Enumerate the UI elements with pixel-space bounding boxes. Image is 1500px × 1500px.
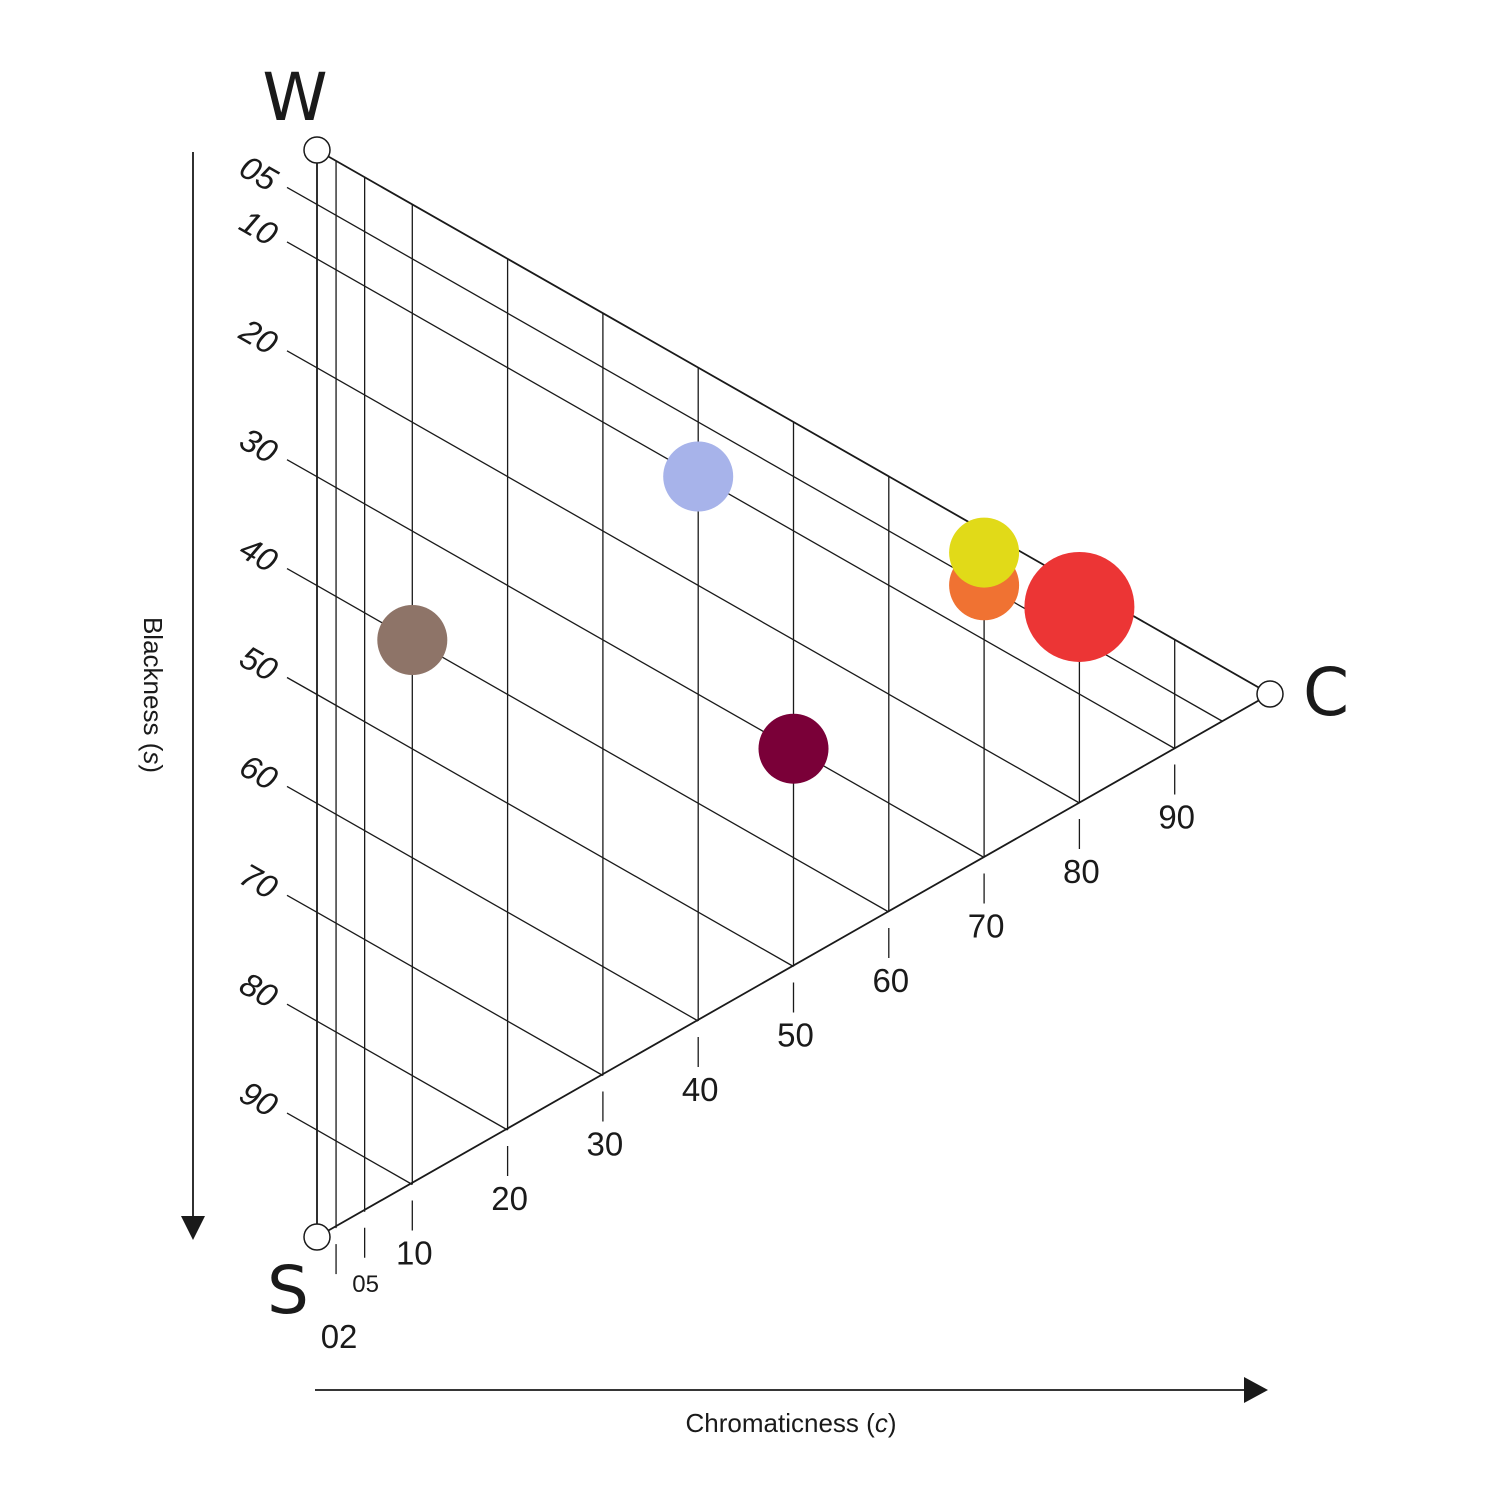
blackness-tick-label-05: 05 <box>234 148 285 199</box>
corner-label-black: S <box>267 1252 309 1329</box>
grid-line-blackness-60 <box>316 802 699 1022</box>
grid-line-blackness-20 <box>316 367 1080 804</box>
grid-line-blackness-50 <box>316 693 794 968</box>
corner-marker-white <box>303 136 331 164</box>
corner-label-white: W <box>262 59 327 136</box>
corner-marker-black <box>303 1223 331 1251</box>
blackness-axis-arrow <box>181 152 205 1240</box>
blackness-tick-label-50: 50 <box>234 638 285 689</box>
triangle-outline <box>316 148 1272 1239</box>
color-sample-point-5 <box>949 517 1020 588</box>
blackness-tick-label-80: 80 <box>234 965 285 1016</box>
chromaticness-tick-label-80: 80 <box>1063 853 1100 890</box>
blackness-tick-mark-60 <box>286 785 318 804</box>
blackness-tick-mark-90 <box>286 1112 318 1131</box>
grid-layer <box>316 160 1223 1229</box>
blackness-tick-mark-50 <box>286 676 318 696</box>
chromaticness-tick-label-40: 40 <box>682 1071 719 1108</box>
grid-line-blackness-30 <box>316 476 985 859</box>
blackness-tick-mark-70 <box>286 894 318 913</box>
grid-line-blackness-70 <box>316 911 604 1077</box>
triangle-frame <box>303 136 1284 1251</box>
chromaticness-tick-label-02: 02 <box>321 1318 358 1355</box>
grid-line-blackness-80 <box>316 1020 508 1131</box>
chromaticness-tick-label-60: 60 <box>872 962 909 999</box>
blackness-tick-label-40: 40 <box>234 529 285 580</box>
tick-layer: 0205102030405060708090051020304050607080… <box>233 148 1195 1355</box>
blackness-tick-mark-80 <box>286 1003 318 1022</box>
blackness-tick-label-70: 70 <box>234 856 285 907</box>
chromaticness-axis-title: Chromaticness (c) <box>686 1408 897 1438</box>
color-sample-point-6 <box>1024 551 1135 662</box>
chromaticness-tick-label-70: 70 <box>968 908 1005 945</box>
grid-line-blackness-10 <box>316 258 1176 750</box>
blackness-tick-mark-20 <box>286 350 318 369</box>
chromaticness-tick-label-30: 30 <box>587 1126 624 1163</box>
chromaticness-tick-label-90: 90 <box>1158 799 1195 836</box>
color-sample-point-2 <box>377 605 448 675</box>
blackness-tick-mark-05 <box>286 186 318 206</box>
corner-marker-chromatic <box>1256 680 1284 708</box>
color-sample-point-1 <box>663 441 734 512</box>
chromaticness-tick-label-50: 50 <box>777 1017 814 1054</box>
grid-line-blackness-90 <box>316 1129 413 1186</box>
chromaticness-axis-arrow <box>315 1377 1268 1403</box>
blackness-tick-label-20: 20 <box>233 311 285 362</box>
blackness-axis-title: Blackness (s) <box>138 617 168 773</box>
color-sample-point-3 <box>758 713 829 784</box>
blackness-tick-mark-30 <box>286 459 318 478</box>
blackness-tick-mark-10 <box>286 241 318 260</box>
blackness-tick-mark-40 <box>286 568 318 587</box>
blackness-tick-label-60: 60 <box>234 747 285 798</box>
chromaticness-tick-label-10: 10 <box>396 1235 433 1272</box>
blackness-tick-label-10: 10 <box>234 202 285 253</box>
point-layer <box>377 441 1135 784</box>
chromaticness-tick-label-05: 05 <box>352 1271 379 1298</box>
blackness-tick-label-90: 90 <box>234 1074 285 1125</box>
blackness-tick-label-30: 30 <box>234 420 285 471</box>
corner-label-chromatic: C <box>1303 654 1349 731</box>
chromaticness-tick-label-20: 20 <box>491 1180 528 1217</box>
